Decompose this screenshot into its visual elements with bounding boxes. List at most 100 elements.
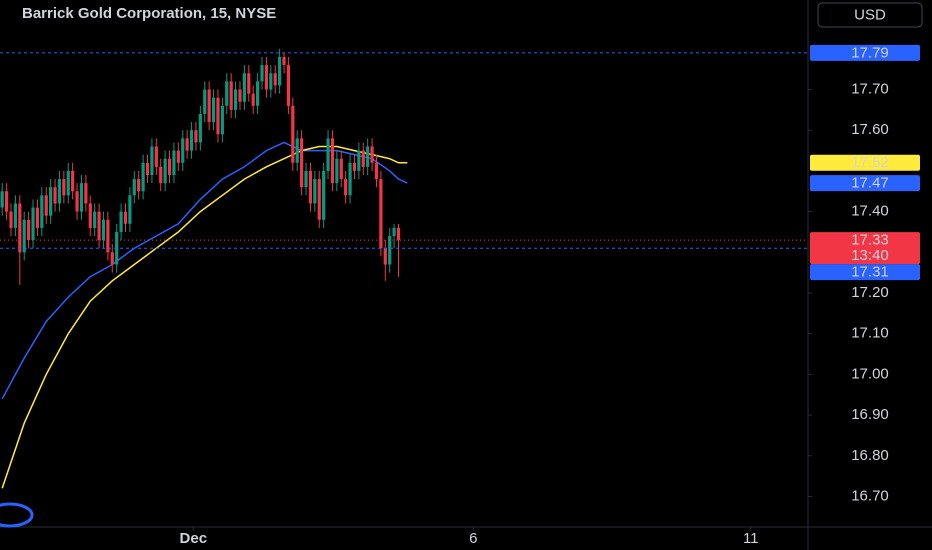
logo[interactable]: [0, 502, 34, 528]
candle-body: [238, 89, 242, 102]
candle-body: [308, 170, 313, 204]
candle-body: [66, 170, 70, 196]
candle-body: [137, 179, 141, 192]
candle-body: [49, 187, 53, 216]
price-badge: [810, 175, 920, 192]
candle-body: [286, 65, 291, 106]
candle-body: [392, 227, 396, 237]
candle-body: [388, 236, 392, 265]
candle-body: [71, 170, 75, 192]
candle-body: [282, 56, 286, 66]
candle-body: [84, 183, 88, 204]
x-tick-label: 6: [469, 530, 477, 547]
candle-body: [194, 130, 198, 143]
candle-body: [264, 65, 268, 90]
candle-body: [93, 211, 97, 228]
candle-body: [198, 113, 202, 143]
candle-body: [185, 138, 189, 151]
candle-body: [251, 93, 255, 106]
price-badge-label: 17.31: [851, 264, 889, 281]
y-tick-label: 17.60: [851, 121, 889, 138]
countdown-label: 13:40: [851, 247, 889, 264]
candle-body: [57, 179, 62, 204]
candle-body: [242, 73, 246, 102]
candle-body: [53, 187, 57, 204]
y-tick-label: 17.10: [851, 325, 889, 342]
candle-body: [255, 81, 260, 106]
candle-body: [13, 203, 18, 228]
y-tick-label: 16.80: [851, 447, 889, 464]
candle-body: [370, 146, 374, 163]
candle-body: [79, 183, 84, 212]
candle-body: [172, 150, 176, 175]
candle-body: [344, 179, 348, 196]
candle-body: [119, 211, 123, 232]
x-tick-label: Dec: [180, 530, 208, 547]
candle-body: [40, 195, 44, 228]
price-badge: [810, 232, 920, 265]
candle-body: [322, 170, 326, 220]
candle-body: [27, 219, 31, 241]
candle-body: [352, 162, 357, 171]
candle-body: [75, 191, 79, 212]
y-tick-label: 17.20: [851, 284, 889, 301]
candle-body: [145, 162, 150, 175]
price-badge: [810, 44, 920, 61]
candle-body: [207, 89, 211, 123]
candle-body: [374, 162, 379, 180]
candle-body: [313, 179, 317, 204]
candle-body: [260, 65, 264, 82]
candle-body: [304, 170, 308, 188]
candle-body: [366, 146, 370, 167]
price-badge-label: 17.52: [851, 154, 889, 171]
y-tick-label: 16.70: [851, 487, 889, 504]
candle-body: [150, 146, 154, 175]
price-badge: [810, 264, 920, 281]
candle-body: [18, 203, 22, 253]
candle-body: [326, 138, 330, 171]
candle-body: [167, 158, 172, 175]
candle-body: [203, 89, 207, 114]
price-badge-label: 17.79: [851, 44, 889, 61]
candle-body: [189, 130, 194, 151]
candle-body: [300, 138, 304, 188]
y-tick-label: 17.70: [851, 80, 889, 97]
price-badge: [810, 154, 920, 171]
candle-body: [233, 89, 238, 110]
candle-body: [317, 179, 321, 220]
candle-body: [361, 150, 365, 167]
price-badge-label: 17.47: [851, 175, 889, 192]
candle-body: [97, 211, 101, 241]
candle-body: [163, 158, 167, 184]
candle-body: [9, 211, 13, 228]
candle-body: [106, 219, 110, 253]
candle-body: [339, 158, 343, 180]
plot-area: [0, 48, 408, 489]
x-tick-label: 11: [743, 530, 759, 547]
candle-body: [141, 162, 145, 192]
currency-button[interactable]: [817, 2, 923, 28]
candle-body: [348, 162, 352, 196]
candle-body: [211, 97, 216, 123]
candle-body: [0, 191, 4, 208]
candle-body: [5, 191, 9, 212]
candle-body: [22, 219, 26, 253]
candle-body: [229, 81, 233, 110]
candle-body: [159, 166, 163, 184]
candle-body: [110, 252, 114, 265]
candle-body: [295, 138, 299, 163]
price-badge-label: 17.33: [851, 232, 889, 249]
y-tick-label: 17.00: [851, 365, 889, 382]
currency-label[interactable]: USD: [854, 6, 886, 23]
candle-body: [396, 227, 401, 241]
candle-body: [273, 73, 277, 86]
candle-body: [335, 158, 339, 184]
candle-body: [101, 219, 106, 241]
candle-body: [220, 105, 224, 135]
candle-body: [225, 81, 229, 106]
candle-body: [132, 179, 136, 196]
candle-body: [35, 207, 40, 228]
